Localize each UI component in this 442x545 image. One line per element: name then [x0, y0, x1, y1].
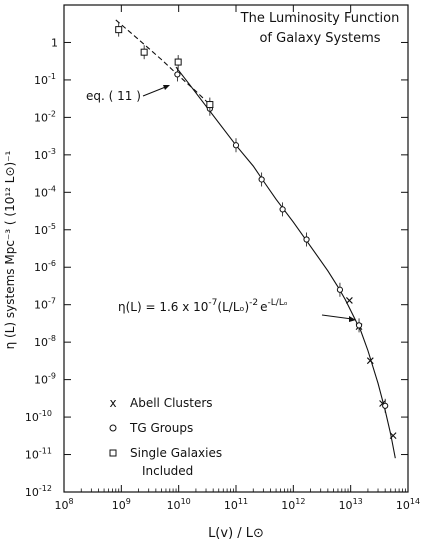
formula-exp1: -7: [208, 298, 217, 308]
tg-group-point: [382, 402, 389, 409]
legend-marker-square: [109, 449, 117, 457]
tg-group-point: [355, 322, 363, 329]
abell-cluster-point: [389, 432, 397, 440]
eq11-arrow-line: [142, 85, 169, 97]
single-galaxy-point: [140, 48, 148, 56]
single-galaxy-point: [115, 26, 123, 34]
eq11-arrow-head: [163, 85, 170, 90]
y-tick-label: 10-3: [34, 147, 56, 162]
y-axis-label: η (L) systems Mpc⁻³ ( (10¹² L⊙)⁻¹: [3, 150, 17, 349]
y-tick-label: 10-1: [34, 72, 56, 87]
formula-arrow-head: [349, 316, 356, 322]
plot-frame: [63, 4, 409, 493]
y-tick-label: 10-8: [34, 334, 56, 349]
legend: x Abell Clusters TG Groups Single Galaxi…: [109, 396, 222, 478]
x-axis-label: L(v) / L⊙: [208, 526, 264, 541]
single-galaxy-point: [174, 58, 182, 66]
eq11-dashed-curve: [115, 19, 214, 109]
y-tick-label: 10-12: [25, 484, 52, 499]
axis-ticks: 108 109 1010 1011 1012 1013 1014 1 10-1 10-2 10-3 1…: [25, 5, 420, 512]
x-tick-label: 1012: [281, 497, 305, 512]
legend-label-tg: TG Groups: [129, 421, 193, 435]
x-tick-label: 1013: [339, 497, 363, 512]
data-points: [115, 22, 397, 440]
tg-group-point: [174, 71, 181, 78]
tg-group-point: [232, 142, 240, 149]
formula-arrow-line: [321, 314, 353, 320]
y-tick-label: 10-6: [34, 259, 56, 274]
y-tick-label: 10-5: [34, 222, 56, 237]
y-tick-label: 10-10: [25, 409, 52, 424]
tg-group-point: [336, 286, 344, 293]
y-tick-label: 10-2: [34, 109, 56, 124]
legend-label-single-2: Included: [142, 464, 193, 478]
legend-marker-circle: [109, 424, 117, 432]
schechter-fit-curve: [175, 66, 396, 459]
legend-label-single-1: Single Galaxies: [130, 446, 222, 460]
formula-exp2: -2: [249, 298, 258, 308]
eq11-label: eq. ( 11 ): [86, 89, 141, 103]
x-tick-label: 1011: [224, 497, 248, 512]
formula-mid: (L/Lₒ): [217, 300, 249, 314]
x-tick-label: 108: [54, 497, 73, 512]
formula-e: e: [260, 300, 267, 314]
single-galaxy-point: [206, 101, 214, 109]
chart-title-line-2: of Galaxy Systems: [259, 31, 380, 46]
x-tick-label: 109: [112, 497, 131, 512]
abell-cluster-point: [346, 297, 353, 304]
formula-exp3: -L/Lₒ: [268, 298, 288, 308]
y-tick-label: 1: [51, 36, 58, 49]
formula-label: η(L) = 1.6 x 10-7(L/Lₒ)-2 e-L/Lₒ: [118, 298, 288, 314]
y-tick-label: 10-9: [34, 372, 56, 387]
y-tick-label: 10-11: [25, 447, 52, 462]
tg-group-point: [303, 236, 310, 243]
legend-marker-x: x: [109, 396, 116, 410]
abell-cluster-point: [366, 357, 374, 365]
x-tick-label: 1014: [396, 497, 420, 512]
x-tick-label: 1010: [167, 497, 191, 512]
legend-label-abell: Abell Clusters: [130, 396, 213, 410]
tg-group-point: [279, 206, 286, 213]
tg-group-point: [258, 176, 265, 183]
fit-curves: [115, 19, 396, 459]
y-tick-label: 10-7: [34, 297, 56, 312]
chart-title-line-1: The Luminosity Function: [240, 11, 400, 26]
formula-lhs: η(L) = 1.6 x 10: [118, 300, 208, 314]
y-tick-label: 10-4: [34, 184, 56, 199]
